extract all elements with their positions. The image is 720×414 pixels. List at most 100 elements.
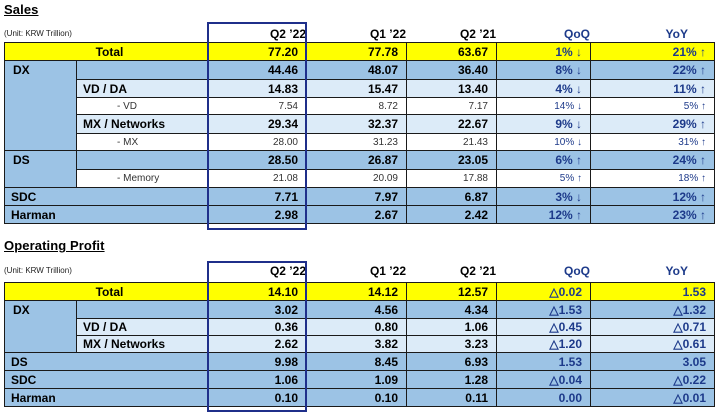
cell-qoq: △0.45	[496, 318, 591, 336]
table-row: - Memory 21.08 20.09 17.88 5% ↑ 18% ↑	[5, 169, 715, 188]
cell-q1-22: 14.12	[306, 282, 407, 301]
cell-qoq: 6% ↑	[496, 150, 591, 170]
cell-q2-22: 14.83	[208, 79, 307, 98]
sales-header-qoq: QoQ	[564, 27, 590, 41]
cell-q2-21: 22.67	[406, 114, 497, 134]
table-row: MX / Networks 29.34 32.37 22.67 9% ↓ 29%…	[5, 114, 715, 134]
row-label: Harman	[4, 388, 209, 407]
op-table: Total 14.10 14.12 12.57 △0.02 1.53 DX 3.…	[4, 282, 715, 407]
cell-q2-22: 2.62	[208, 335, 307, 353]
cell-yoy: 24% ↑	[590, 150, 715, 170]
sales-header-q2-21: Q2 ’21	[459, 27, 496, 41]
cell-qoq: 4% ↓	[496, 79, 591, 98]
table-row: DX 44.46 48.07 36.40 8% ↓ 22% ↑	[4, 60, 715, 151]
row-label-spacer	[76, 150, 209, 170]
cell-qoq: 1.53	[496, 352, 591, 371]
row-label: DX	[4, 300, 77, 353]
cell-q2-22: 28.50	[208, 150, 307, 170]
table-row: - MX 28.00 31.23 21.43 10% ↓ 31% ↑	[5, 133, 715, 151]
table-row: SDC 1.06 1.09 1.28 △0.04 △0.22	[4, 370, 715, 389]
cell-q2-22: 7.71	[208, 187, 307, 206]
cell-q2-22: 28.00	[208, 133, 307, 151]
sales-title: Sales	[4, 2, 39, 17]
table-row: SDC 7.71 7.97 6.87 3% ↓ 12% ↑	[4, 187, 715, 206]
table-row: DS 9.98 8.45 6.93 1.53 3.05	[4, 352, 715, 371]
table-row: VD / DA 0.36 0.80 1.06 △0.45 △0.71	[5, 318, 715, 336]
row-label: DX	[4, 60, 77, 151]
row-label: - MX	[76, 133, 209, 151]
row-label: VD / DA	[76, 79, 209, 98]
cell-yoy: 29% ↑	[590, 114, 715, 134]
op-header-q1-22: Q1 ’22	[369, 264, 406, 278]
table-row: Total 14.10 14.12 12.57 △0.02 1.53	[4, 282, 715, 301]
cell-q2-21: 23.05	[406, 150, 497, 170]
cell-yoy: 21% ↑	[590, 42, 715, 61]
row-label: SDC	[4, 370, 209, 389]
cell-q2-21: 6.87	[406, 187, 497, 206]
cell-qoq: 0.00	[496, 388, 591, 407]
row-label: - VD	[76, 97, 209, 115]
sales-header-yoy: YoY	[665, 27, 688, 41]
cell-q2-22: 0.36	[208, 318, 307, 336]
sales-unit-label: (Unit: KRW Trillion)	[4, 29, 72, 38]
cell-yoy: 22% ↑	[590, 60, 715, 80]
cell-q2-22: 9.98	[208, 352, 307, 371]
cell-qoq: 12% ↑	[496, 205, 591, 224]
table-row: - VD 7.54 8.72 7.17 14% ↓ 5% ↑	[5, 97, 715, 115]
cell-yoy: 11% ↑	[590, 79, 715, 98]
table-row: Total 77.20 77.78 63.67 1% ↓ 21% ↑	[4, 42, 715, 61]
cell-q1-22: 3.82	[306, 335, 407, 353]
cell-q2-21: 6.93	[406, 352, 497, 371]
row-label: Total	[4, 42, 209, 61]
row-label: VD / DA	[76, 318, 209, 336]
cell-yoy: 12% ↑	[590, 187, 715, 206]
row-label: Harman	[4, 205, 209, 224]
cell-q1-22: 1.09	[306, 370, 407, 389]
cell-q2-21: 7.17	[406, 97, 497, 115]
cell-q1-22: 31.23	[306, 133, 407, 151]
cell-qoq: 1% ↓	[496, 42, 591, 61]
cell-yoy: 5% ↑	[590, 97, 715, 115]
cell-qoq: △0.04	[496, 370, 591, 389]
row-label: DS	[4, 352, 209, 371]
row-label-spacer	[76, 60, 209, 80]
op-header-qoq: QoQ	[564, 264, 590, 278]
cell-qoq: △1.53	[496, 300, 591, 319]
cell-qoq: 5% ↑	[496, 169, 591, 188]
table-row: MX / Networks 2.62 3.82 3.23 △1.20 △0.61	[5, 335, 715, 353]
cell-qoq: △0.02	[496, 282, 591, 301]
cell-q1-22: 0.10	[306, 388, 407, 407]
cell-yoy: △0.71	[590, 318, 715, 336]
table-row: Harman 2.98 2.67 2.42 12% ↑ 23% ↑	[4, 205, 715, 224]
cell-q1-22: 77.78	[306, 42, 407, 61]
sales-header-q2-22: Q2 ’22	[269, 27, 306, 41]
op-header-q2-22: Q2 ’22	[269, 264, 306, 278]
cell-yoy: △0.01	[590, 388, 715, 407]
cell-q2-21: 2.42	[406, 205, 497, 224]
cell-q2-22: 14.10	[208, 282, 307, 301]
cell-qoq: 3% ↓	[496, 187, 591, 206]
sales-table: Total 77.20 77.78 63.67 1% ↓ 21% ↑ DX 44…	[4, 42, 715, 224]
cell-q1-22: 32.37	[306, 114, 407, 134]
table-row: DS 28.50 26.87 23.05 6% ↑ 24% ↑	[4, 150, 715, 188]
cell-qoq: 14% ↓	[496, 97, 591, 115]
row-label-spacer	[76, 300, 209, 319]
cell-q1-22: 15.47	[306, 79, 407, 98]
cell-q1-22: 8.72	[306, 97, 407, 115]
cell-q1-22: 8.45	[306, 352, 407, 371]
op-header-q2-21: Q2 ’21	[459, 264, 496, 278]
cell-q1-22: 26.87	[306, 150, 407, 170]
cell-q2-22: 77.20	[208, 42, 307, 61]
table-row: Harman 0.10 0.10 0.11 0.00 △0.01	[4, 388, 715, 407]
cell-yoy: 1.53	[590, 282, 715, 301]
cell-q1-22: 0.80	[306, 318, 407, 336]
op-unit-label: (Unit: KRW Trillion)	[4, 266, 72, 275]
cell-yoy: △1.32	[590, 300, 715, 319]
cell-q2-22: 1.06	[208, 370, 307, 389]
table-row: DX 3.02 4.56 4.34 △1.53 △1.32	[4, 300, 715, 353]
cell-q2-21: 1.28	[406, 370, 497, 389]
row-label: Total	[4, 282, 209, 301]
cell-q2-21: 4.34	[406, 300, 497, 319]
cell-q1-22: 2.67	[306, 205, 407, 224]
cell-yoy: 3.05	[590, 352, 715, 371]
